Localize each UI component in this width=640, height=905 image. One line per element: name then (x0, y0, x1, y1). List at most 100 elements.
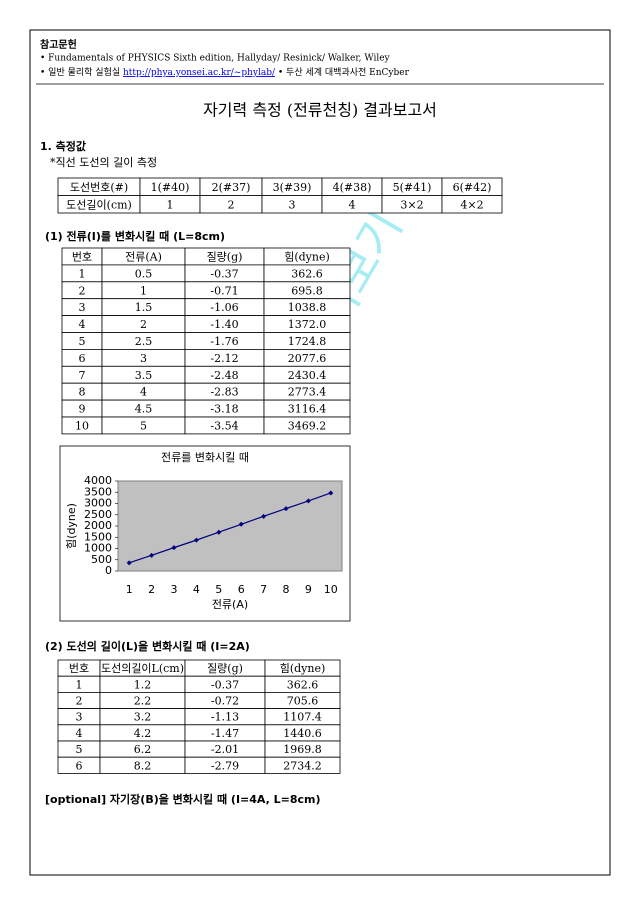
table-value: 4×2 (460, 198, 483, 211)
section-heading: (2) 도선의 길이(L)을 변화시킬 때 (I=2A) (45, 639, 250, 653)
y-tick-label: 0 (105, 564, 112, 577)
table-value: -2.79 (211, 759, 239, 772)
table-value: -1.13 (211, 711, 239, 724)
y-tick-label: 3000 (84, 497, 112, 510)
table-value: 1.5 (135, 301, 153, 314)
table-value: 6 (79, 352, 86, 365)
table-value: 3469.2 (288, 419, 327, 432)
y-tick-label: 2000 (84, 519, 112, 532)
table-header: 도선의길이L(cm) (101, 662, 184, 675)
table-value: 0.5 (135, 267, 153, 280)
table-value: 1372.0 (288, 318, 327, 331)
table-value: -2.48 (210, 369, 238, 382)
table-value: 1 (76, 678, 83, 691)
table-value: 1969.8 (283, 743, 322, 756)
table-cell (263, 416, 351, 435)
table-value: 3 (76, 711, 83, 724)
y-tick-label: 2500 (84, 508, 112, 521)
table-value: 2430.4 (288, 369, 327, 382)
x-tick-label: 6 (238, 583, 245, 596)
table-value: 1107.4 (283, 711, 322, 724)
table-value: 9 (79, 403, 86, 416)
x-tick-label: 1 (126, 583, 133, 596)
y-tick-label: 1000 (84, 542, 112, 555)
table-header: 질량(g) (207, 662, 243, 675)
table-value: -1.40 (210, 318, 238, 331)
table-value: 3.5 (135, 369, 153, 382)
table-value: 2.2 (134, 695, 152, 708)
reference: • Fundamentals of PHYSICS Sixth edition,… (40, 54, 391, 64)
table-value: -2.01 (211, 743, 239, 756)
table-value: 4 (76, 727, 83, 740)
table-value: -3.18 (210, 403, 238, 416)
table-value: 4.5 (135, 403, 153, 416)
table-value: 3116.4 (288, 403, 327, 416)
table-value: 4 (349, 198, 356, 211)
table-value: -0.37 (210, 267, 238, 280)
table-value: -2.83 (210, 386, 238, 399)
data-point (328, 490, 334, 496)
table-header: 전류(A) (125, 250, 162, 263)
x-tick-label: 7 (260, 583, 267, 596)
section-heading: [optional] 자기장(B)을 변화시킬 때 (I=4A, L=8cm) (45, 792, 321, 806)
table-value: 4.2 (134, 727, 152, 740)
y-tick-label: 500 (91, 553, 112, 566)
data-point (216, 529, 222, 535)
table-value: 5 (76, 743, 83, 756)
table-cell (264, 756, 341, 774)
table-value: 2077.6 (288, 352, 327, 365)
reference-link[interactable]: http://phya.yonsei.ac.kr/~phylab/ (123, 68, 276, 78)
series-line (129, 492, 332, 564)
table-header: 3(#39) (273, 181, 312, 194)
table-value: 1 (140, 284, 147, 297)
section-heading: 1. 측정값 (40, 139, 86, 153)
table-value: 1 (167, 198, 174, 211)
y-tick-label: 3500 (84, 485, 112, 498)
x-tick-label: 3 (171, 583, 178, 596)
table-value: 3 (79, 301, 86, 314)
reference-text: • 일반 물리학 실험실 (40, 67, 123, 78)
table-value: -3.54 (210, 419, 238, 432)
table-value: 2 (79, 284, 86, 297)
table-header: 번호 (72, 250, 92, 263)
table-value: 3×2 (400, 198, 423, 211)
table-value: 3 (140, 352, 147, 365)
table-value: 2.5 (135, 335, 153, 348)
table-value: 2734.2 (283, 759, 322, 772)
table-value: 1724.8 (288, 335, 327, 348)
table-value: 도선길이(cm) (66, 198, 132, 211)
reference-text: • 두산 세계 대백과사전 EnCyber (275, 66, 410, 78)
table-value: 1038.8 (288, 301, 327, 314)
data-point (126, 560, 132, 566)
table-value: -1.76 (210, 335, 238, 348)
table-header: 2(#37) (212, 181, 251, 194)
table-value: 2 (228, 198, 235, 211)
table-value: 1440.6 (283, 727, 322, 740)
table-value: 362.6 (287, 678, 319, 691)
table-value: 2 (76, 695, 83, 708)
x-tick-label: 4 (193, 583, 200, 596)
table-value: 1 (79, 267, 86, 280)
data-point (261, 513, 267, 519)
table-value: 3.2 (134, 711, 152, 724)
table-header: 4(#38) (333, 181, 372, 194)
table-value: -0.71 (210, 284, 238, 297)
y-tick-label: 1500 (84, 530, 112, 543)
table-value: -0.37 (211, 678, 239, 691)
table-value: 7 (79, 369, 86, 382)
x-tick-label: 5 (215, 583, 222, 596)
table-value: 362.6 (291, 267, 323, 280)
page-border (29, 29, 611, 876)
table-value: 2 (140, 318, 147, 331)
table-value: 1.2 (134, 678, 152, 691)
table-value: 4 (79, 318, 86, 331)
table-value: -1.06 (210, 301, 238, 314)
x-tick-label: 8 (283, 583, 290, 596)
table-value: 695.8 (291, 284, 323, 297)
table-value: 8 (79, 386, 86, 399)
table-value: 3 (289, 198, 296, 211)
table-value: 5 (140, 419, 147, 432)
y-tick-label: 4000 (84, 474, 112, 487)
data-point (149, 552, 155, 558)
